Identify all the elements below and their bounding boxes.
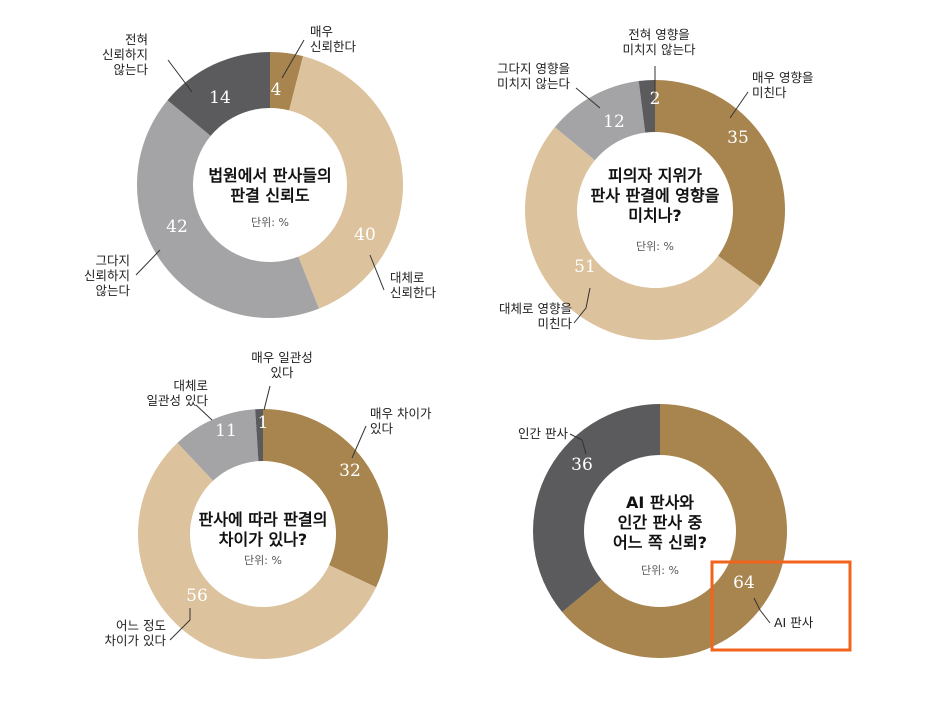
slice-category-label: 미치지 않는다 xyxy=(623,42,696,57)
unit-label: 단위: % xyxy=(636,240,674,253)
donut-slice xyxy=(655,80,785,287)
slice-value-label: 42 xyxy=(166,217,188,237)
unit-label: 단위: % xyxy=(251,216,289,229)
slice-value-label: 64 xyxy=(733,573,755,593)
leader-line xyxy=(729,91,749,119)
leader-line xyxy=(753,597,771,624)
leader-line xyxy=(575,87,601,109)
slice-category-label: 않는다 xyxy=(113,62,148,77)
chart-title: 판사에 따라 판결의 xyxy=(199,510,328,529)
donut-slice xyxy=(289,56,403,309)
slice-category-label: 매우 영향을 xyxy=(752,70,813,85)
chart-title: 피의자 지위가 xyxy=(608,166,702,185)
leader-line xyxy=(263,385,271,411)
chart-title: 차이가 있나? xyxy=(219,530,307,549)
slice-value-label: 11 xyxy=(215,421,237,441)
slice-category-label: 신뢰한다 xyxy=(390,285,437,300)
donut-slice xyxy=(270,52,304,111)
slice-category-label: 그다지 xyxy=(95,253,130,268)
chart-title: 미치나? xyxy=(628,206,681,225)
chart-title: 어느 쪽 신뢰? xyxy=(613,533,707,552)
slice-category-label: 있다 xyxy=(270,365,294,380)
donut-slice xyxy=(638,80,655,133)
slice-category-label: 매우 일관성 xyxy=(251,350,312,365)
chart-title: 법원에서 판사들의 xyxy=(208,166,331,185)
leader-line xyxy=(169,608,191,641)
donut-slice xyxy=(177,409,259,481)
slice-value-label: 4 xyxy=(271,80,282,100)
chart-title: 판사 판결에 영향을 xyxy=(591,186,720,205)
slice-category-label: 차이가 있다 xyxy=(105,633,167,648)
donut-slice xyxy=(167,52,270,136)
donut-slice xyxy=(255,409,263,462)
slice-value-label: 32 xyxy=(339,461,361,481)
slice-category-label: 않는다 xyxy=(95,283,130,298)
slice-category-label: 미친다 xyxy=(752,85,787,100)
slice-category-label: 대체로 xyxy=(173,378,208,393)
donut-slice xyxy=(137,100,319,318)
slice-value-label: 40 xyxy=(354,225,376,245)
slice-value-label: 12 xyxy=(603,112,625,132)
donut-chart-1: 4404214매우신뢰한다대체로신뢰한다그다지신뢰하지않는다전혀신뢰하지않는다법… xyxy=(84,24,437,318)
chart-title: 인간 판사 중 xyxy=(618,513,703,532)
leader-line xyxy=(195,404,213,421)
donut-slice xyxy=(263,409,389,588)
slice-value-label: 56 xyxy=(186,586,208,606)
slice-value-label: 14 xyxy=(209,88,231,108)
leader-line xyxy=(281,39,305,79)
slice-category-label: 어느 정도 xyxy=(116,618,166,633)
donut-slice xyxy=(138,442,377,660)
leader-line xyxy=(167,59,193,93)
slice-category-label: 신뢰하지 xyxy=(84,268,130,283)
slice-category-label: AI 판사 xyxy=(774,615,814,630)
slice-category-label: 인간 판사 xyxy=(518,426,568,441)
slice-category-label: 전혀 xyxy=(125,32,148,47)
donut-slice xyxy=(533,404,660,612)
donut-slice xyxy=(562,404,788,658)
unit-label: 단위: % xyxy=(244,554,282,567)
leader-line xyxy=(351,425,367,459)
leader-line xyxy=(573,287,591,324)
slice-category-label: 미친다 xyxy=(537,316,572,331)
slice-category-label: 있다 xyxy=(370,421,394,436)
slice-category-label: 신뢰하지 xyxy=(102,47,148,62)
slice-category-label: 그다지 영향을 xyxy=(497,61,570,76)
chart-title: 판결 신뢰도 xyxy=(230,186,309,205)
slice-value-label: 36 xyxy=(571,455,593,475)
slice-value-label: 51 xyxy=(574,257,596,277)
leader-line xyxy=(569,433,587,455)
leader-line xyxy=(135,249,161,276)
slice-value-label: 2 xyxy=(650,89,661,109)
donut-slice xyxy=(554,81,646,161)
slice-category-label: 전혀 영향을 xyxy=(628,27,689,42)
slice-category-label: 일관성 있다 xyxy=(147,393,209,408)
donut-slice xyxy=(525,127,761,341)
slice-category-label: 대체로 영향을 xyxy=(499,301,572,316)
slice-category-label: 미치지 않는다 xyxy=(497,76,570,91)
slice-value-label: 1 xyxy=(258,413,269,433)
slice-category-label: 신뢰한다 xyxy=(310,39,357,54)
highlight-box xyxy=(710,560,852,652)
unit-label: 단위: % xyxy=(641,564,679,577)
slice-category-label: 대체로 xyxy=(390,270,425,285)
slice-category-label: 매우 xyxy=(310,24,333,39)
chart-title: AI 판사와 xyxy=(626,493,694,512)
leader-line xyxy=(369,254,385,291)
slice-value-label: 35 xyxy=(727,128,749,148)
slice-category-label: 매우 차이가 xyxy=(370,406,432,421)
